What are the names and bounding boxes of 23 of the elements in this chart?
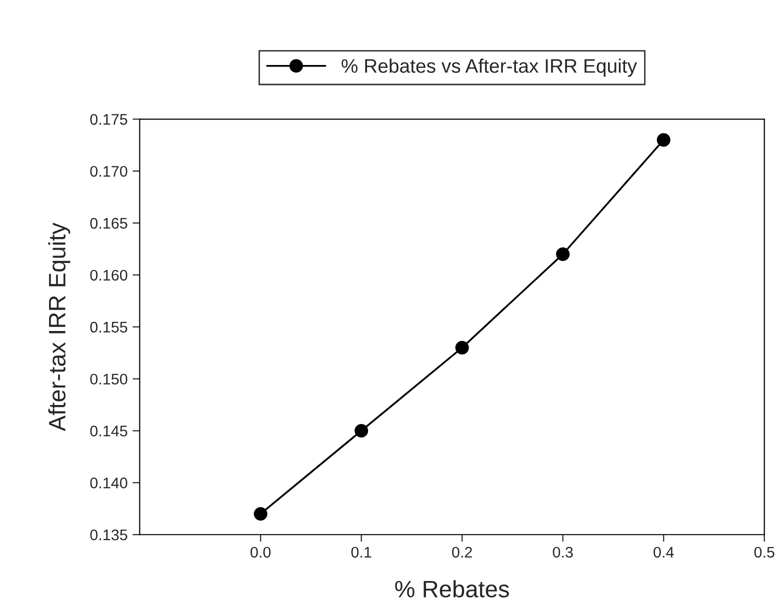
- y-tick-label: 0.175: [90, 114, 128, 125]
- y-axis-title: After-tax IRR Equity: [48, 222, 70, 432]
- legend-label: % Rebates vs After-tax IRR Equity: [342, 58, 637, 77]
- y-tick-label: 0.160: [90, 270, 128, 281]
- point: [455, 340, 469, 354]
- x-tick-label: 0.2: [452, 546, 472, 558]
- point: [254, 507, 268, 521]
- y-tick-label: 0.155: [90, 322, 128, 333]
- x-tick-label: 0.5: [754, 546, 774, 558]
- point: [656, 133, 670, 147]
- y-tick-label: 0.170: [90, 166, 128, 177]
- x-tick-label: 0.1: [351, 546, 372, 558]
- y-tick-label: 0.150: [90, 374, 128, 385]
- x-axis-title: % Rebates: [395, 580, 509, 598]
- x-tick-label: 0.3: [552, 546, 573, 558]
- point: [556, 247, 570, 261]
- y-tick-label: 0.145: [90, 426, 128, 436]
- y-tick-label: 0.165: [90, 218, 128, 229]
- x-tick-label: 0.4: [654, 546, 674, 558]
- point: [354, 424, 368, 438]
- x-tick-label: 0.0: [250, 546, 271, 558]
- y-tick-label: 0.140: [90, 478, 128, 488]
- y-tick-label: 0.135: [90, 529, 128, 540]
